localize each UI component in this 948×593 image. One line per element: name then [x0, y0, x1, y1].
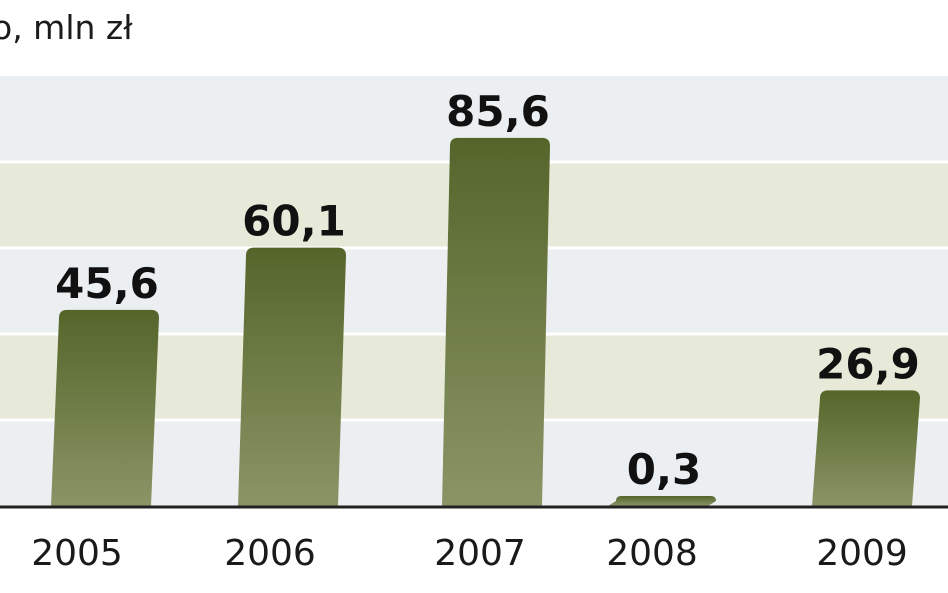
bar-2009 — [812, 390, 920, 506]
bar-2008 — [608, 496, 716, 506]
value-label-2009: 26,9 — [816, 339, 920, 388]
bars-group — [51, 137, 920, 507]
unit-label: o, mln zł — [0, 8, 133, 47]
x-tick-label-2009: 2009 — [816, 533, 908, 574]
bar-2005 — [51, 309, 159, 506]
value-label-2008: 0,3 — [627, 445, 701, 494]
value-labels-group: 45,6 60,1 85,6 0,3 26,9 — [55, 87, 920, 494]
value-label-2006: 60,1 — [242, 197, 346, 246]
bar-2007 — [442, 137, 550, 507]
value-label-2005: 45,6 — [55, 259, 159, 308]
value-label-2007: 85,6 — [446, 87, 550, 136]
x-tick-label-2007: 2007 — [434, 533, 526, 574]
x-tick-label-2006: 2006 — [224, 533, 316, 574]
x-tick-label-2008: 2008 — [606, 533, 698, 574]
x-tick-labels-group: 2005 2006 2007 2008 2009 — [31, 533, 908, 574]
x-tick-label-2005: 2005 — [31, 533, 123, 574]
bar-2006 — [238, 247, 346, 506]
